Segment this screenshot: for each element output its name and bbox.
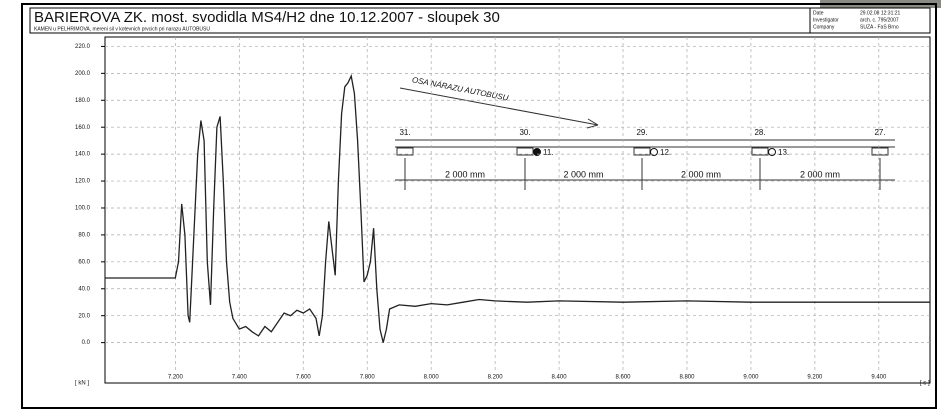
x-tick-label: 8.600 bbox=[616, 375, 632, 381]
sensor bbox=[533, 148, 541, 156]
post-label: 28. bbox=[754, 128, 765, 137]
page-frame bbox=[21, 3, 937, 409]
y-tick-label: 160.0 bbox=[75, 125, 91, 131]
x-tick-label: 7.200 bbox=[168, 375, 184, 381]
x-tick-label: 9.400 bbox=[871, 375, 887, 381]
y-tick-label: 20.0 bbox=[78, 313, 90, 319]
info-box bbox=[809, 7, 931, 34]
info-value: arch. c. 795/2007 bbox=[860, 17, 899, 23]
info-value: SUZA - FaS Brno bbox=[860, 24, 899, 30]
chart-title: BARIEROVA ZK. most. svodidla MS4/H2 dne … bbox=[34, 9, 500, 26]
post bbox=[871, 147, 889, 156]
x-tick-label: 7.600 bbox=[296, 375, 312, 381]
spacing-label: 2 000 mm bbox=[681, 169, 721, 179]
sensor-label: 13. bbox=[778, 148, 789, 157]
force-line bbox=[105, 73, 930, 343]
y-axis-label: [ kN ] bbox=[75, 381, 89, 387]
spacing-label: 2 000 mm bbox=[800, 169, 840, 179]
y-tick-label: 80.0 bbox=[78, 232, 90, 238]
post bbox=[516, 147, 534, 156]
y-tick-label: 140.0 bbox=[75, 152, 91, 158]
x-tick-label: 8.000 bbox=[424, 375, 440, 381]
y-tick-label: 100.0 bbox=[75, 206, 91, 212]
plot-frame bbox=[104, 36, 931, 384]
y-tick-label: 120.0 bbox=[75, 179, 91, 185]
sensor-label: 12. bbox=[660, 148, 671, 157]
y-tick-label: 60.0 bbox=[78, 259, 90, 265]
arrow-head bbox=[586, 118, 599, 129]
info-label: Investigator bbox=[813, 17, 839, 23]
x-axis-label: [ s ] bbox=[920, 381, 930, 387]
x-tick-label: 9.000 bbox=[743, 375, 759, 381]
post-label: 29. bbox=[636, 128, 647, 137]
y-tick-label: 200.0 bbox=[75, 71, 91, 77]
sensor bbox=[768, 148, 776, 156]
x-tick-label: 8.800 bbox=[679, 375, 695, 381]
impact-arrow bbox=[399, 87, 599, 126]
info-label: Date bbox=[813, 10, 824, 16]
post bbox=[396, 147, 414, 156]
info-label: Company bbox=[813, 24, 835, 30]
spacing-label: 2 000 mm bbox=[563, 169, 603, 179]
y-tick-label: 0.0 bbox=[82, 340, 91, 346]
sensor-label: 11. bbox=[543, 148, 554, 157]
x-tick-label: 9.200 bbox=[807, 375, 823, 381]
y-tick-label: 180.0 bbox=[75, 98, 91, 104]
spacing-label: 2 000 mm bbox=[445, 169, 485, 179]
chart-subtitle: KAMEN u PELHRIMOVA, mereni sil v kotevni… bbox=[34, 26, 210, 32]
post-label: 27. bbox=[874, 128, 885, 137]
post-label: 31. bbox=[399, 128, 410, 137]
x-tick-label: 8.200 bbox=[488, 375, 504, 381]
x-tick-label: 8.400 bbox=[552, 375, 568, 381]
info-value: 29.02.08 12:31:21 bbox=[860, 10, 901, 16]
y-tick-label: 220.0 bbox=[75, 44, 91, 50]
y-tick-label: 40.0 bbox=[78, 286, 90, 292]
sensor bbox=[650, 148, 658, 156]
x-tick-label: 7.800 bbox=[360, 375, 376, 381]
post bbox=[751, 147, 769, 156]
post bbox=[633, 147, 651, 156]
post-label: 30. bbox=[519, 128, 530, 137]
x-tick-label: 7.400 bbox=[232, 375, 248, 381]
